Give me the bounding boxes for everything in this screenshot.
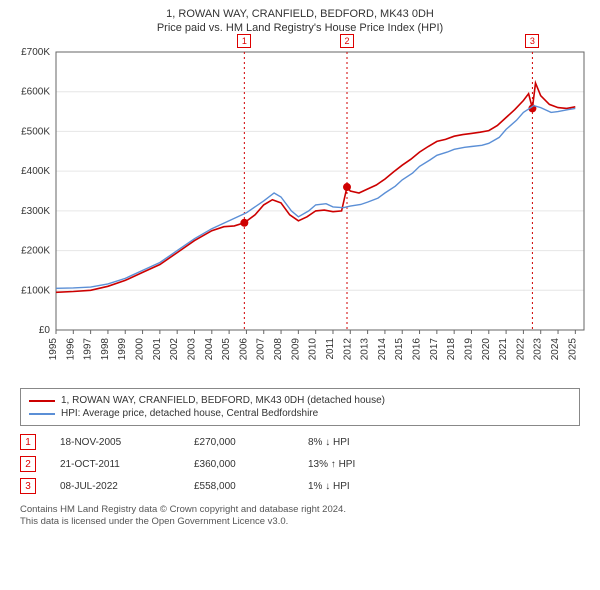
svg-text:2007: 2007 (256, 338, 267, 361)
svg-text:2013: 2013 (360, 338, 371, 361)
svg-text:2006: 2006 (238, 338, 249, 361)
legend-label: HPI: Average price, detached house, Cent… (61, 408, 318, 419)
chart-marker-badge: 1 (237, 34, 251, 48)
event-price: £558,000 (194, 481, 284, 492)
svg-text:2005: 2005 (221, 338, 232, 361)
svg-text:2016: 2016 (412, 338, 423, 361)
chart-svg: £0 £100K £200K £300K £400K £500K £600K £700K 199… (10, 42, 590, 382)
event-date: 21-OCT-2011 (60, 459, 170, 470)
event-row: 1 18-NOV-2005 £270,000 8% ↓ HPI (20, 434, 580, 450)
event-price: £360,000 (194, 459, 284, 470)
svg-text:2020: 2020 (481, 338, 492, 361)
svg-text:2022: 2022 (515, 338, 526, 361)
chart-marker-badge: 2 (340, 34, 354, 48)
event-date: 08-JUL-2022 (60, 481, 170, 492)
svg-text:1996: 1996 (65, 338, 76, 361)
chart-marker-badge: 3 (525, 34, 539, 48)
event-price: £270,000 (194, 437, 284, 448)
event-delta: 13% ↑ HPI (308, 459, 418, 470)
svg-text:1998: 1998 (100, 338, 111, 361)
event-badge: 1 (20, 434, 36, 450)
svg-text:2001: 2001 (152, 338, 163, 361)
svg-text:£0: £0 (39, 325, 51, 336)
chart-area: £0 £100K £200K £300K £400K £500K £600K £700K 199… (10, 42, 590, 382)
svg-text:2012: 2012 (342, 338, 353, 361)
svg-text:2014: 2014 (377, 338, 388, 361)
svg-text:2010: 2010 (308, 338, 319, 361)
svg-text:£700K: £700K (21, 47, 50, 58)
svg-text:2009: 2009 (290, 338, 301, 361)
svg-text:2025: 2025 (567, 338, 578, 361)
svg-text:1999: 1999 (117, 338, 128, 361)
legend: 1, ROWAN WAY, CRANFIELD, BEDFORD, MK43 0… (20, 388, 580, 426)
svg-text:£200K: £200K (21, 246, 50, 257)
legend-item: HPI: Average price, detached house, Cent… (29, 408, 571, 419)
svg-text:2011: 2011 (325, 338, 336, 360)
legend-swatch (29, 400, 55, 402)
svg-text:£400K: £400K (21, 166, 50, 177)
svg-text:2015: 2015 (394, 338, 405, 361)
event-row: 2 21-OCT-2011 £360,000 13% ↑ HPI (20, 456, 580, 472)
event-row: 3 08-JUL-2022 £558,000 1% ↓ HPI (20, 478, 580, 494)
svg-text:2021: 2021 (498, 338, 509, 361)
legend-swatch (29, 413, 55, 415)
footer-attribution: Contains HM Land Registry data © Crown c… (20, 504, 580, 529)
svg-text:£100K: £100K (21, 285, 50, 296)
event-badge: 3 (20, 478, 36, 494)
svg-text:1997: 1997 (83, 338, 94, 361)
svg-text:2008: 2008 (273, 338, 284, 361)
event-date: 18-NOV-2005 (60, 437, 170, 448)
svg-text:2018: 2018 (446, 338, 457, 361)
chart-subtitle: Price paid vs. HM Land Registry's House … (8, 22, 592, 34)
svg-text:2024: 2024 (550, 338, 561, 361)
svg-text:1995: 1995 (48, 338, 59, 361)
svg-text:£600K: £600K (21, 87, 50, 98)
svg-text:2023: 2023 (533, 338, 544, 361)
event-list: 1 18-NOV-2005 £270,000 8% ↓ HPI 2 21-OCT-2011… (20, 434, 580, 494)
svg-text:2004: 2004 (204, 338, 215, 361)
legend-item: 1, ROWAN WAY, CRANFIELD, BEDFORD, MK43 0… (29, 395, 571, 406)
svg-text:2003: 2003 (186, 338, 197, 361)
event-badge: 2 (20, 456, 36, 472)
event-delta: 1% ↓ HPI (308, 481, 418, 492)
footer-line: Contains HM Land Registry data © Crown c… (20, 504, 580, 516)
svg-text:2019: 2019 (463, 338, 474, 361)
event-delta: 8% ↓ HPI (308, 437, 418, 448)
footer-line: This data is licensed under the Open Gov… (20, 516, 580, 528)
svg-text:2000: 2000 (135, 338, 146, 361)
svg-text:2002: 2002 (169, 338, 180, 361)
chart-title: 1, ROWAN WAY, CRANFIELD, BEDFORD, MK43 0… (8, 8, 592, 20)
svg-text:2017: 2017 (429, 338, 440, 361)
legend-label: 1, ROWAN WAY, CRANFIELD, BEDFORD, MK43 0… (61, 395, 385, 406)
svg-text:£500K: £500K (21, 126, 50, 137)
svg-text:£300K: £300K (21, 206, 50, 217)
